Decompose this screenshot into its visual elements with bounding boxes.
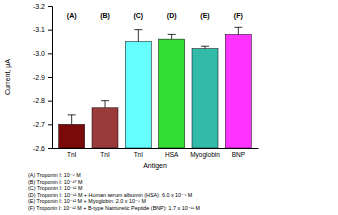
caption-line: (F) Troponin I: 10⁻¹² M + B-type Natriur… (28, 205, 201, 211)
x-tick-label: HSA (165, 151, 179, 158)
y-tick-label: -2.9 (33, 74, 45, 81)
x-axis: TnI TnI TnI HSA Myoglobin BNP (53, 148, 259, 159)
caption-line: (C) Troponin I: 10⁻¹² M (28, 185, 83, 191)
caption-line: (A) Troponin I: 10⁻⁸ M (28, 172, 81, 178)
error-cap (134, 29, 142, 30)
y-tick-mark (48, 101, 52, 102)
error-stem (71, 115, 72, 124)
error-bar (101, 101, 109, 108)
x-tick-label: TnI (67, 151, 77, 158)
caption-line: (E) Troponin I: 10⁻¹² M + Myoglobin: 2.0… (28, 198, 147, 204)
y-tick-label: -2.6 (33, 145, 45, 152)
x-tick-label: BNP (232, 151, 245, 158)
x-tick: Myoglobin (190, 148, 220, 159)
y-tick-label: -2.7 (33, 121, 45, 128)
caption-line: (D) Troponin I: 10⁻¹² M + Human serum al… (28, 192, 193, 198)
y-tick-mark (48, 148, 52, 149)
y-tick: -3.1 (33, 26, 52, 33)
x-axis-line (53, 148, 259, 149)
y-axis-title: Current, μA (4, 59, 12, 95)
bar-annotation: (A) (67, 12, 77, 20)
x-tick: TnI (100, 148, 110, 158)
x-tick-label: TnI (134, 151, 144, 158)
bar (92, 108, 118, 148)
bar (59, 124, 85, 148)
y-axis-line (48, 7, 53, 149)
error-cap (68, 114, 76, 115)
bar-annotation: (C) (133, 12, 143, 20)
y-tick: -2.9 (33, 74, 52, 81)
y-tick: -2.8 (33, 97, 52, 104)
y-axis: -2.6 -2.7 -2.8 -2.9 -3.0 -3.1 -3.2 (33, 3, 53, 152)
error-stem (171, 34, 172, 39)
caption-line: (B) Troponin I: 10⁻¹⁰ M (28, 179, 83, 185)
bar (125, 42, 151, 149)
bar (192, 49, 218, 148)
error-cap (201, 46, 209, 47)
bar-annotation: (F) (234, 12, 243, 20)
y-tick: -2.6 (33, 145, 52, 152)
bar-annotation: (B) (100, 12, 110, 20)
x-tick: HSA (165, 148, 179, 158)
y-tick: -2.7 (33, 121, 52, 128)
x-axis-title: Antigen (143, 162, 167, 170)
bar-annotation: (E) (200, 12, 209, 20)
x-tick: TnI (67, 148, 77, 158)
x-tick-label: Myoglobin (190, 151, 220, 159)
bar-annotation: (D) (167, 12, 177, 20)
y-tick-mark (48, 53, 52, 54)
x-tick: TnI (134, 148, 144, 158)
error-cap (168, 34, 176, 35)
error-bar (68, 115, 76, 124)
y-tick-mark (48, 77, 52, 78)
y-tick-mark (48, 6, 52, 7)
y-tick-label: -3.0 (33, 50, 45, 57)
error-bar (201, 46, 209, 48)
y-tick-label: -3.2 (33, 3, 45, 10)
x-tick: BNP (232, 148, 245, 158)
y-tick-label: -2.8 (33, 97, 45, 104)
error-cap (101, 100, 109, 101)
plot-area (59, 27, 252, 148)
y-tick: -3.0 (33, 50, 52, 57)
y-tick-label: -3.1 (33, 26, 45, 33)
y-tick-mark (48, 30, 52, 31)
error-bar (168, 34, 176, 39)
y-tick: -3.2 (33, 3, 52, 10)
bar (225, 34, 251, 148)
error-bar (134, 30, 142, 42)
error-stem (238, 27, 239, 34)
x-tick-label: TnI (100, 151, 110, 158)
error-stem (105, 101, 106, 108)
y-tick-mark (48, 124, 52, 125)
error-cap (234, 27, 242, 28)
bar (159, 39, 185, 148)
error-bar (234, 27, 242, 34)
chart: -2.6 -2.7 -2.8 -2.9 -3.0 -3.1 -3.2 TnI TnI TnI HSA… (0, 0, 338, 215)
error-stem (138, 30, 139, 42)
